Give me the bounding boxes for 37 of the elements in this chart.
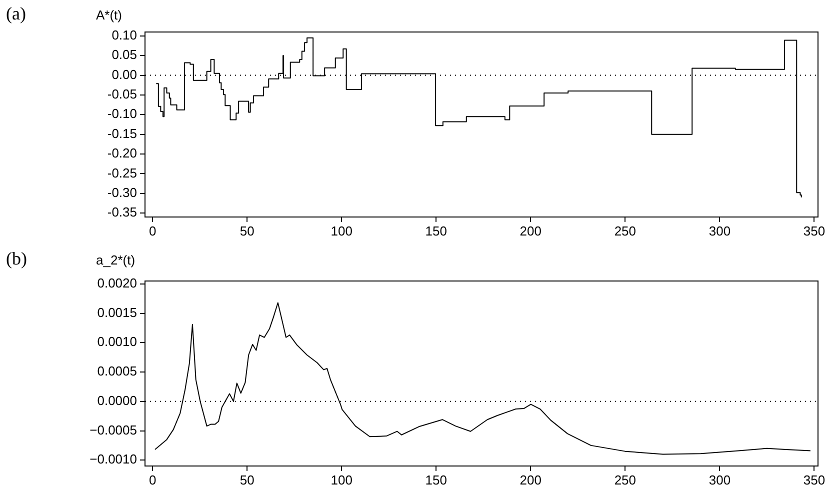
x-tick-label: 200 xyxy=(520,223,542,238)
y-tick-label: -0.30 xyxy=(107,184,137,200)
y-tick-label: 0.00 xyxy=(112,66,137,82)
y-tick-label: 0.0020 xyxy=(97,276,137,291)
y-tick-label: −0.0005 xyxy=(90,422,137,438)
x-tick-label: 100 xyxy=(330,223,352,238)
x-tick-label: 200 xyxy=(520,472,542,488)
x-tick-label: 350 xyxy=(803,472,826,488)
y-tick-label: -0.10 xyxy=(107,106,137,122)
chart-title: (a) xyxy=(6,4,26,24)
y-tick-label: 0.10 xyxy=(112,28,137,43)
x-tick-label: 50 xyxy=(240,472,254,488)
x-tick-label: 150 xyxy=(425,472,447,488)
y-tick-label: -0.15 xyxy=(107,126,137,141)
y-tick-label: -0.35 xyxy=(107,204,137,220)
y-tick-label: 0.0000 xyxy=(97,392,137,408)
x-tick-label: 300 xyxy=(708,472,731,488)
chart-title: (b) xyxy=(6,248,27,269)
x-tick-label: 150 xyxy=(425,223,447,238)
y-tick-label: −0.0010 xyxy=(90,452,137,467)
y-tick-label: 0.0015 xyxy=(97,304,137,320)
x-tick-label: 250 xyxy=(614,223,636,238)
y-tick-label: -0.20 xyxy=(107,146,137,161)
x-tick-label: 0 xyxy=(148,472,156,488)
x-tick-label: 100 xyxy=(330,472,352,488)
y-tick-label: 0.0010 xyxy=(97,334,137,350)
y-tick-label: -0.05 xyxy=(107,86,137,102)
y-axis-title: A*(t) xyxy=(96,8,122,23)
y-tick-label: 0.0005 xyxy=(97,364,137,379)
x-tick-label: 300 xyxy=(708,223,731,238)
x-tick-label: 250 xyxy=(614,472,636,488)
x-tick-label: 350 xyxy=(803,223,826,238)
y-axis-title: a_2*(t) xyxy=(96,252,136,268)
x-tick-label: 50 xyxy=(240,223,254,238)
y-tick-label: -0.25 xyxy=(107,165,137,180)
x-tick-label: 0 xyxy=(148,223,156,238)
y-tick-label: 0.05 xyxy=(112,47,137,62)
